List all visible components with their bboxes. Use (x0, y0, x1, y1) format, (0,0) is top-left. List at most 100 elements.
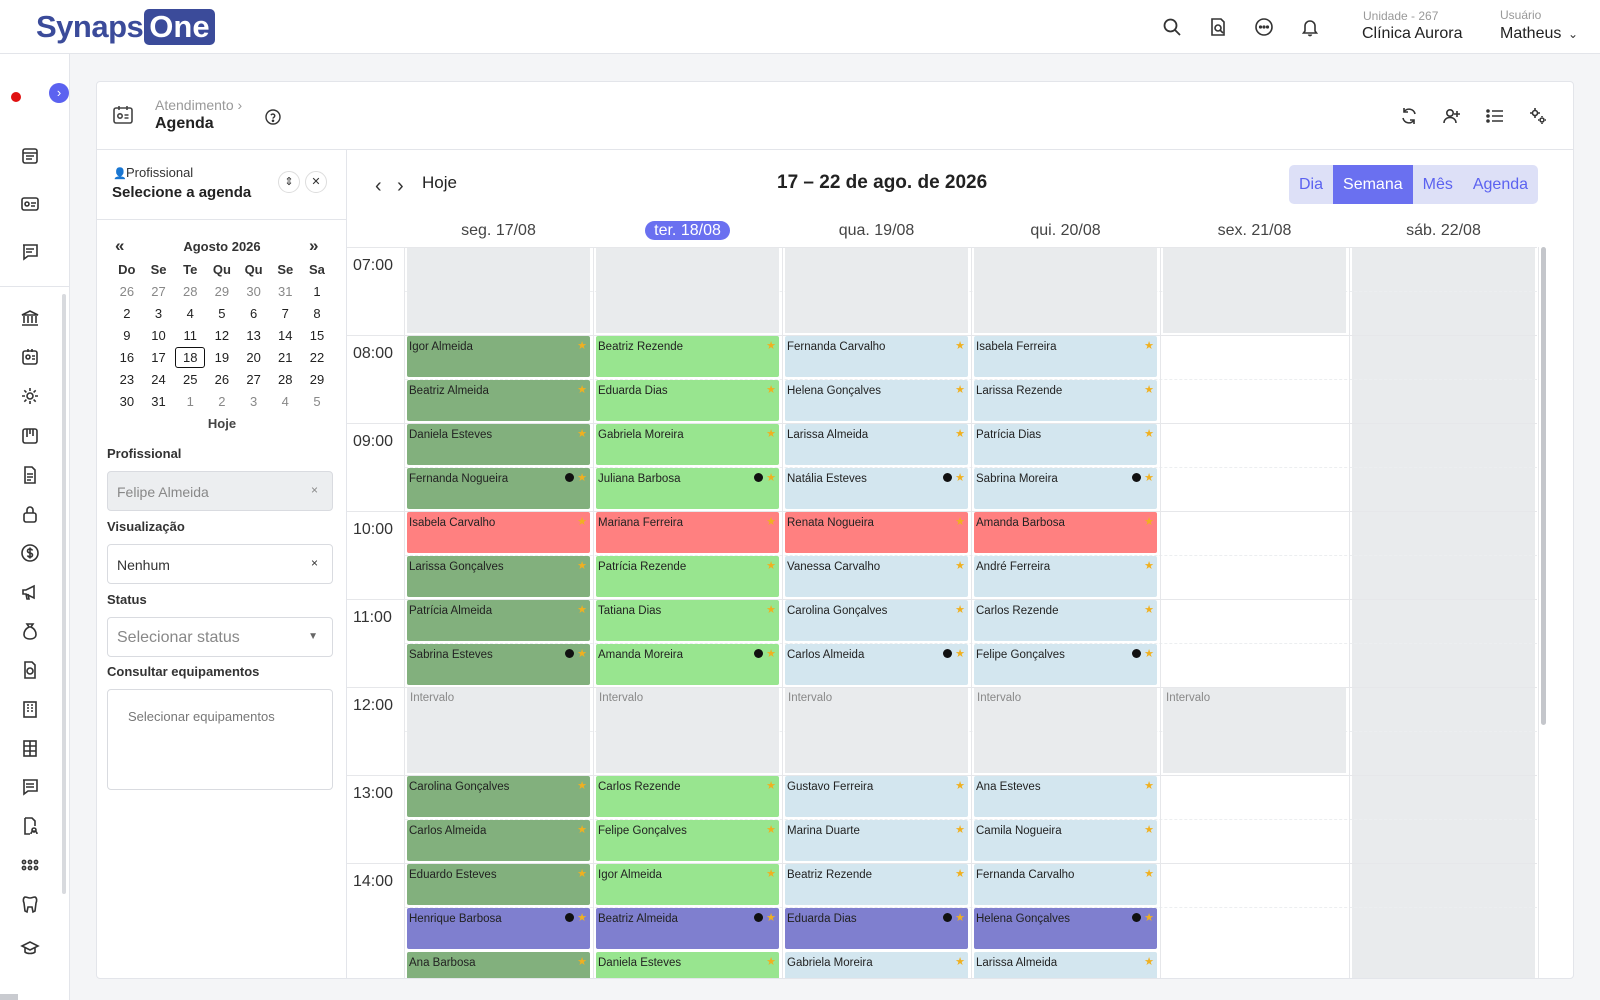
appointment[interactable]: Larissa Almeida ★ (974, 952, 1157, 978)
appointment[interactable]: Helena Gonçalves ★ (974, 908, 1157, 949)
mini-day[interactable]: 3 (249, 394, 258, 409)
view-week-button[interactable]: Semana (1333, 165, 1413, 204)
appointment[interactable]: Beatriz Rezende ★ (596, 336, 779, 377)
appointment[interactable]: Beatriz Almeida ★ (407, 380, 590, 421)
mini-day[interactable]: 14 (278, 328, 293, 343)
mini-day[interactable]: 4 (281, 394, 289, 409)
mini-day[interactable]: 31 (151, 394, 166, 409)
appointment[interactable]: Carlos Rezende ★ (596, 776, 779, 817)
mini-day[interactable]: 1 (186, 394, 194, 409)
appointment[interactable]: Carolina Gonçalves ★ (785, 600, 968, 641)
mini-day[interactable]: 15 (309, 328, 325, 343)
professional-field[interactable]: Felipe Almeida × (107, 471, 333, 511)
appointment[interactable]: Eduardo Esteves ★ (407, 864, 590, 905)
mini-day[interactable]: 3 (154, 306, 163, 321)
appointment[interactable]: Beatriz Rezende ★ (785, 864, 968, 905)
calendar-icon[interactable] (20, 146, 40, 166)
dollar-icon[interactable] (20, 543, 40, 563)
sidebar-scrollbar[interactable] (62, 294, 66, 894)
day-header[interactable]: qua. 19/08 (783, 222, 970, 246)
appointment[interactable]: Carolina Gonçalves ★ (407, 776, 590, 817)
settings-icon[interactable] (1528, 106, 1548, 126)
equipment-field[interactable]: Selecionar equipamentos (107, 689, 333, 790)
appointment[interactable]: Carlos Almeida ★ (407, 820, 590, 861)
chat-icon[interactable] (1254, 17, 1274, 37)
mini-day[interactable]: 27 (151, 284, 166, 299)
mini-day[interactable]: 16 (119, 350, 135, 365)
tooth-icon[interactable] (20, 894, 40, 914)
notes-icon[interactable] (20, 777, 40, 797)
appointment[interactable]: Marina Duarte ★ (785, 820, 968, 861)
mini-day[interactable]: 26 (214, 372, 230, 387)
mini-day[interactable]: 11 (183, 328, 197, 343)
appointment[interactable]: Fernanda Carvalho ★ (785, 336, 968, 377)
bell-icon[interactable] (1300, 17, 1320, 37)
app-logo[interactable]: Synaps One (36, 8, 215, 46)
building-2-icon[interactable] (20, 738, 40, 758)
patient-card-icon[interactable] (20, 347, 40, 367)
appointment[interactable]: Juliana Barbosa ★ (596, 468, 779, 509)
appointment[interactable]: Tatiana Dias ★ (596, 600, 779, 641)
appointment[interactable]: Renata Nogueira ★ (785, 512, 968, 553)
day-header[interactable]: qui. 20/08 (972, 222, 1159, 246)
chevron-down-icon[interactable]: ⌄ (1568, 27, 1579, 41)
mini-day[interactable]: 25 (182, 372, 198, 387)
graduation-icon[interactable] (20, 938, 40, 958)
list-icon[interactable] (1485, 106, 1505, 126)
view-field[interactable]: Nenhum × (107, 544, 333, 584)
report-icon[interactable] (20, 660, 40, 680)
mini-day[interactable]: 27 (246, 372, 261, 387)
mini-day[interactable]: 22 (309, 350, 325, 365)
appointment[interactable]: Camila Nogueira ★ (974, 820, 1157, 861)
mini-today-link[interactable]: Hoje (207, 416, 237, 431)
view-month-button[interactable]: Mês (1422, 176, 1453, 193)
mini-day[interactable]: 5 (218, 306, 226, 321)
professional-selector[interactable]: 👤 Profissional Selecione a agenda ⇕ ✕ (97, 150, 347, 220)
appointment[interactable]: Felipe Gonçalves ★ (974, 644, 1157, 685)
mini-day[interactable]: 2 (123, 306, 131, 321)
clear-selection-button[interactable]: ✕ (305, 171, 327, 193)
mini-day[interactable]: 26 (119, 284, 135, 299)
mini-day[interactable]: 9 (123, 328, 131, 343)
gear-icon[interactable] (20, 386, 40, 406)
appointment[interactable]: Patrícia Rezende ★ (596, 556, 779, 597)
appointment[interactable]: Fernanda Nogueira ★ (407, 468, 590, 509)
mini-day[interactable]: 24 (151, 372, 166, 387)
appointment[interactable]: Fernanda Carvalho ★ (974, 864, 1157, 905)
appointment[interactable]: Amanda Barbosa ★ (974, 512, 1157, 553)
page-scrollbar[interactable] (0, 994, 18, 1000)
appointment[interactable]: Vanessa Carvalho ★ (785, 556, 968, 597)
lock-icon[interactable] (20, 504, 40, 524)
mini-day[interactable]: 12 (214, 328, 230, 343)
day-header[interactable]: sáb. 22/08 (1350, 222, 1537, 246)
mini-day[interactable]: 4 (186, 306, 194, 321)
appointment[interactable]: Felipe Gonçalves ★ (596, 820, 779, 861)
day-header[interactable]: sex. 21/08 (1161, 222, 1348, 246)
mini-day[interactable]: 19 (214, 350, 230, 365)
board-icon[interactable] (20, 426, 40, 446)
appointment[interactable]: Ana Barbosa ★ (407, 952, 590, 978)
mini-day[interactable]: 31 (278, 284, 293, 299)
mini-day[interactable]: 2 (218, 394, 226, 409)
document-icon[interactable] (20, 465, 40, 485)
sort-toggle-button[interactable]: ⇕ (278, 171, 300, 193)
today-button[interactable]: Hoje (422, 173, 457, 192)
appointment[interactable]: Isabela Ferreira ★ (974, 336, 1157, 377)
status-select[interactable]: Selecionar status ▼ (107, 617, 333, 657)
day-header[interactable]: seg. 17/08 (405, 222, 592, 246)
mini-day[interactable]: 21 (278, 350, 293, 365)
view-agenda-button[interactable]: Agenda (1472, 176, 1529, 193)
mini-day[interactable]: 29 (214, 284, 230, 299)
appointment[interactable]: Patrícia Dias ★ (974, 424, 1157, 465)
appointment[interactable]: Ana Esteves ★ (974, 776, 1157, 817)
money-bag-icon[interactable] (20, 621, 40, 641)
id-card-icon[interactable] (20, 194, 40, 214)
bank-icon[interactable] (20, 308, 40, 328)
appointment[interactable]: Sabrina Esteves ★ (407, 644, 590, 685)
mini-day[interactable]: 23 (119, 372, 135, 387)
appointment[interactable]: Carlos Almeida ★ (785, 644, 968, 685)
mini-day[interactable]: 28 (278, 372, 293, 387)
appointment[interactable]: Igor Almeida ★ (407, 336, 590, 377)
appointment[interactable]: Daniela Esteves ★ (407, 424, 590, 465)
mini-day[interactable]: 1 (313, 284, 321, 299)
